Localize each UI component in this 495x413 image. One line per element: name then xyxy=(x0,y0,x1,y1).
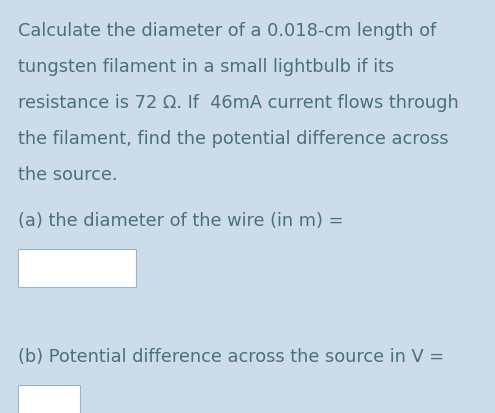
Bar xyxy=(18,249,136,287)
Text: the source.: the source. xyxy=(18,166,117,183)
Text: Calculate the diameter of a 0.018-cm length of: Calculate the diameter of a 0.018-cm len… xyxy=(18,22,436,40)
Text: (b) Potential difference across the source in V =: (b) Potential difference across the sour… xyxy=(18,347,444,365)
Text: resistance is 72 Ω. If  46mA current flows through: resistance is 72 Ω. If 46mA current flow… xyxy=(18,94,459,112)
Text: tungsten filament in a small lightbulb if its: tungsten filament in a small lightbulb i… xyxy=(18,58,394,76)
Text: the filament, find the potential difference across: the filament, find the potential differe… xyxy=(18,130,448,147)
Text: (a) the diameter of the wire (in m) =: (a) the diameter of the wire (in m) = xyxy=(18,211,344,230)
Bar xyxy=(18,385,80,413)
